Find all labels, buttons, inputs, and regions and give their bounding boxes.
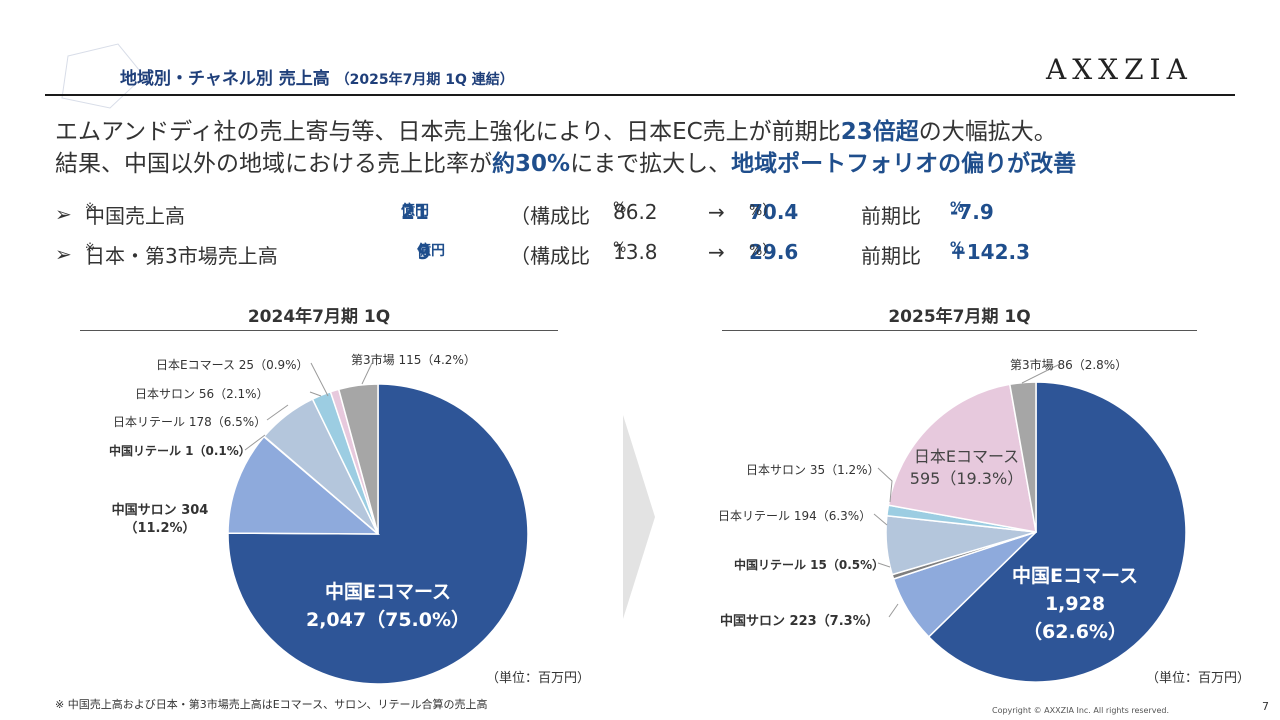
footnote: ※ 中国売上高および日本・第3市場売上高はEコマース、サロン、リテール合算の売上… (55, 698, 488, 711)
slice-label-china-retail-2024: 中国リテール 1（0.1%） (109, 444, 251, 458)
slice-value: 2,047 (305, 609, 367, 631)
arrow: → (708, 240, 725, 264)
slice-pct: 19.3% (956, 469, 1008, 488)
slice-pct: 62.6% (1042, 621, 1108, 643)
slice-label-japan-salon-2024: 日本サロン 56（2.1%） (135, 387, 269, 401)
slice-pct: 11.2% (137, 521, 183, 536)
summary-label-text: 日本・第3市場売上高 (85, 244, 278, 268)
headline-highlight: 約30% (492, 151, 571, 177)
pct-sign: % (950, 200, 965, 216)
slice-value: 595 (909, 469, 941, 488)
pct-sign: % (613, 240, 627, 256)
slice-name: 日本Eコマース (913, 447, 1020, 466)
slice-label-china-ec-2024: 中国Eコマース 2,047（75.0%） (305, 581, 471, 631)
headline-text: にまで拡大し、 (570, 151, 732, 177)
note-mark: ※ (85, 200, 96, 215)
amount-unit: 億円 (401, 203, 429, 219)
slice-label-japan-ec-2024: 日本Eコマース 25（0.9%） (156, 358, 309, 372)
chart-title-rule (80, 330, 558, 331)
ratio-from-value: 13.8 (613, 240, 658, 264)
yoy-label: 前期比 (861, 244, 921, 268)
headline-highlight: 23倍超 (840, 119, 919, 145)
slide-title-sub: （2025年7月期 1Q 連結） (335, 72, 514, 88)
ratio-to-value: 70.4 (749, 200, 799, 224)
pie-slice-0 (927, 381, 1187, 683)
summary-row-japan: ➢ 日本・第3市場売上高 ※ 9 億円 （構成比 13.8% → 29.6%） 前期… (55, 240, 1155, 268)
copyright: Copyright © AXXZIA Inc. All rights reser… (992, 706, 1170, 715)
amount-unit: 億円 (417, 243, 445, 259)
headline-text: 結果、中国以外の地域における売上比率が (55, 151, 492, 177)
pct-sign: % (613, 200, 627, 216)
slice-label-third-market-2025: 第3市場 86（2.8%） (1010, 358, 1128, 372)
arrow: → (708, 200, 725, 224)
amount-value: 9 (417, 240, 431, 264)
headline-highlight: 地域ポートフォリオの偏りが改善 (731, 151, 1077, 177)
slide-title-main: 地域別・チャネル別 売上高 (120, 69, 330, 89)
unit-label-2024: （単位：百万円） (486, 671, 591, 686)
yoy-number: +142.3 (950, 240, 1031, 264)
slice-label-japan-retail-2024: 日本リテール 178（6.5%） (113, 415, 267, 429)
summary-label: 中国売上高 ※ (85, 200, 185, 228)
slice-label-japan-ec-2025: 日本Eコマース 595（19.3%） (909, 447, 1024, 488)
slide-title: 地域別・チャネル別 売上高 （2025年7月期 1Q 連結） (120, 64, 514, 89)
pct-sign: %） (749, 203, 777, 219)
slice-label-japan-salon-2025: 日本サロン 35（1.2%） (746, 463, 880, 477)
slice-name: 中国Eコマース (1011, 565, 1139, 587)
chart-title-2025: 2025年7月期 1Q (888, 307, 1031, 327)
ratio-label: （構成比 (510, 204, 590, 228)
slice-value: 304 (181, 503, 209, 518)
page-number: 7 (1262, 700, 1269, 713)
headline-line-1: エムアンドディ社の売上寄与等、日本売上強化により、日本EC売上が前期比23倍超の… (55, 112, 1057, 146)
chart-title-2024: 2024年7月期 1Q (247, 307, 391, 327)
chart-title-rule (722, 330, 1197, 331)
pie-chart-2025 (885, 381, 1187, 683)
ratio-to-value: 29.6 (749, 240, 799, 264)
summary-label-text: 中国売上高 (85, 204, 185, 228)
note-mark: ※ (85, 240, 96, 255)
yoy-number: -7.9 (950, 200, 994, 224)
slice-name: 中国Eコマース (324, 581, 452, 603)
decorative-hexagon (61, 43, 145, 109)
slice-label-china-salon-2024: 中国サロン 304 （11.2%） (111, 503, 209, 536)
pie-slice-6 (337, 383, 379, 535)
headline-text: エムアンドディ社の売上寄与等、日本売上強化により、日本EC売上が前期比 (55, 119, 841, 145)
slice-label-third-market-2024: 第3市場 115（4.2%） (351, 353, 476, 367)
ratio-label: （構成比 (510, 244, 590, 268)
slice-pct: 75.0% (385, 609, 452, 631)
pie-chart-2024 (227, 383, 529, 685)
pct-sign: % (950, 240, 965, 256)
summary-label: 日本・第3市場売上高 ※ (85, 240, 278, 268)
slice-label-china-salon-2025: 中国サロン 223（7.3%） (720, 614, 879, 629)
amount-value: 21 (401, 200, 429, 224)
slice-label-china-retail-2025: 中国リテール 15（0.5%） (734, 558, 885, 572)
brand-logo: AXXZIA (1046, 53, 1193, 86)
bullet-arrow: ➢ (55, 242, 72, 266)
pct-sign: %） (749, 243, 777, 259)
unit-label-2025: （単位：百万円） (1146, 671, 1251, 686)
pie-slice-0 (227, 383, 529, 685)
yoy-label: 前期比 (861, 204, 921, 228)
slice-label-japan-retail-2025: 日本リテール 194（6.3%） (718, 509, 872, 523)
headline-line-2: 結果、中国以外の地域における売上比率が約30%にまで拡大し、地域ポートフォリオの… (55, 144, 1076, 178)
transition-arrow-icon (623, 415, 655, 619)
title-divider (45, 94, 1235, 96)
bullet-arrow: ➢ (55, 202, 72, 226)
summary-row-china: ➢ 中国売上高 ※ 21 億円 （構成比 86.2% → 70.4%） 前期比 -7… (55, 200, 1155, 228)
ratio-from-value: 86.2 (613, 200, 658, 224)
slice-name: 中国サロン (111, 503, 177, 518)
slice-value: 1,928 (1044, 593, 1106, 615)
headline-text: の大幅拡大。 (918, 119, 1057, 145)
slice-label-china-ec-2025: 中国Eコマース 1,928 （62.6%） (1011, 565, 1139, 643)
